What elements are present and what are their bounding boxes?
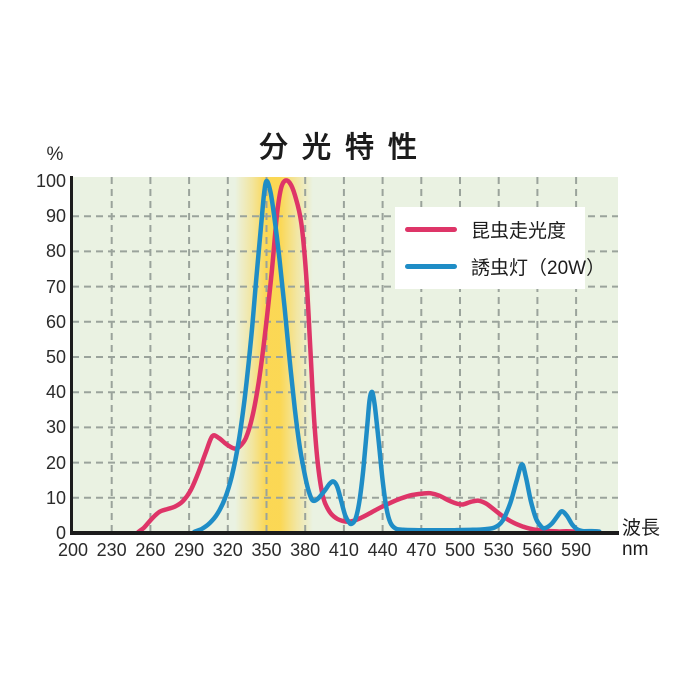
x-tick-label: 200 [57, 540, 89, 560]
x-axis-line [70, 531, 619, 535]
x-tick-label: 230 [96, 540, 127, 560]
y-axis-unit-label: % [46, 144, 64, 165]
x-tick-label: 290 [174, 540, 205, 560]
grid-lines [72, 177, 618, 533]
y-tick-label: 20 [45, 452, 66, 473]
legend: 昆虫走光度 誘虫灯（20W） [395, 207, 605, 289]
x-tick-label: 320 [212, 540, 243, 560]
y-axis-line [70, 176, 73, 535]
y-tick-label: 90 [45, 206, 66, 227]
x-tick-label: 260 [135, 540, 166, 560]
y-tick-label: 0 [55, 523, 66, 543]
y-tick-label: 30 [45, 417, 66, 438]
legend-swatch-pink [405, 227, 457, 232]
y-tick-label: 80 [45, 241, 66, 262]
x-axis-name: 波長 [622, 518, 661, 539]
x-tick-label: 590 [561, 540, 592, 560]
y-tick-label: 70 [45, 276, 66, 297]
plot-canvas [72, 177, 618, 533]
legend-item-lamp-20w: 誘虫灯（20W） [405, 253, 605, 280]
x-tick-label: 440 [367, 540, 398, 560]
y-tick-label: 50 [45, 347, 66, 367]
legend-label: 昆虫走光度 [471, 221, 567, 242]
x-tick-label: 410 [328, 540, 359, 560]
x-tick-label: 380 [290, 540, 321, 560]
series-line-lamp-20w [192, 178, 602, 533]
x-tick-label: 470 [406, 540, 437, 560]
x-axis-unit: nm [622, 539, 649, 560]
x-tick-label: 500 [444, 540, 476, 560]
y-tick-label: 100 [35, 171, 66, 191]
legend-item-insect-phototaxis: 昆虫走光度 [405, 216, 585, 243]
x-tick-label: 530 [483, 540, 514, 560]
y-tick-label: 60 [45, 311, 66, 332]
x-tick-label: 560 [522, 540, 553, 560]
chart-title: 分光特性 [258, 132, 431, 164]
legend-swatch-blue [405, 264, 457, 269]
series-line-insect-phototaxis [135, 178, 602, 533]
y-tick-label: 40 [45, 382, 66, 403]
legend-label: 誘虫灯（20W） [471, 258, 606, 279]
x-tick-label: 350 [251, 540, 282, 560]
y-tick-label: 10 [45, 487, 66, 508]
